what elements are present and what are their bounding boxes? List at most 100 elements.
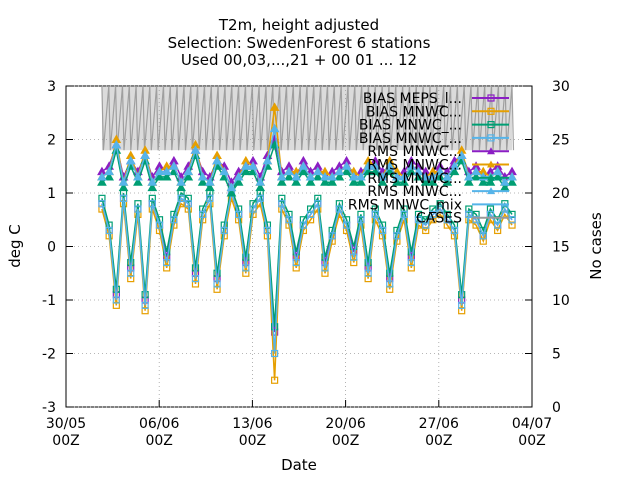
y2-tick-label: 25 [552,133,570,149]
data-point-triangle [428,177,438,186]
data-point-triangle [377,171,388,181]
data-point-triangle [176,177,186,186]
data-point-triangle [262,155,273,165]
data-point-square [299,221,307,229]
data-point-triangle [147,177,158,186]
data-point-triangle [384,166,395,176]
x-tick-label-date: 13/06 [232,416,272,432]
y-tick-label: 1 [47,186,56,202]
data-point-triangle [183,166,194,176]
legend-label: CASES [416,211,462,227]
data-point-square [105,226,113,235]
data-point-triangle [413,171,424,181]
data-point-square [119,194,128,202]
data-point-square [292,248,300,256]
data-point-square [163,248,171,256]
data-point-triangle [255,177,266,186]
x-tick-label-date: 20/06 [325,416,365,432]
data-point-square [386,269,394,277]
data-point-square [242,264,250,272]
data-point-triangle [212,155,222,165]
y-tick-label: -3 [42,400,56,416]
data-point-square [486,205,495,213]
data-point-triangle [392,171,402,181]
cases-series [101,85,515,151]
data-point-triangle [205,182,215,192]
data-point-square [278,200,286,208]
legend-label: RMS MNWC_mix [348,197,462,213]
data-point-triangle [478,177,489,186]
data-point-triangle [161,166,172,176]
data-point-square [213,280,221,288]
legend-marker [487,134,495,142]
data-point-square [443,216,451,224]
x-tick-label-date: 06/06 [139,416,179,432]
data-point-square [350,258,358,267]
data-point-square [256,194,264,202]
data-point-triangle [255,182,266,192]
data-point-square [127,275,135,283]
data-point-square [191,275,200,283]
data-point-square [465,205,473,213]
data-point-triangle [420,177,431,186]
data-point-triangle [384,161,395,170]
series-line [101,190,513,354]
data-point-square [213,285,221,293]
series-7 [97,123,517,192]
data-point-square [163,264,171,272]
data-point-square [321,264,329,272]
legend-label: BIAS MNWC... [366,104,462,120]
y-tick-label: -2 [42,347,56,363]
data-point-square [422,221,430,229]
data-point-square [422,226,430,235]
data-point-square [350,253,358,261]
cases-band [101,86,513,151]
data-point-square [163,258,171,267]
data-point-triangle [161,171,172,181]
series-3 [98,189,516,358]
data-point-square [177,194,185,202]
data-point-triangle [471,166,481,176]
data-point-triangle [298,166,309,176]
data-point-triangle [226,187,237,197]
data-point-square [400,205,408,213]
data-point-square [271,349,279,358]
data-point-square [134,205,142,213]
data-point-square [450,226,459,235]
legend-label: BIAS MNWC_... [359,131,462,147]
data-point-triangle [240,166,251,176]
data-point-triangle [499,177,510,186]
data-point-square [141,307,149,315]
data-point-triangle [118,182,129,192]
legend: BIAS MEPS_l...BIAS MNWC...BIAS MNWC_...B… [348,91,509,227]
data-point-square [278,194,286,202]
data-point-triangle [327,177,338,186]
data-point-triangle [104,171,115,181]
data-point-triangle [284,171,294,181]
data-point-triangle [284,166,294,176]
data-point-square [98,194,106,202]
legend-marker [487,160,495,168]
legend-marker [487,147,495,155]
data-point-triangle [392,177,402,186]
data-point-triangle [363,166,374,176]
data-point-triangle [341,161,352,170]
y2-tick-label: 20 [552,186,570,202]
data-point-square [465,210,473,218]
data-point-square [393,232,401,240]
data-point-triangle [370,166,381,176]
data-point-square [148,194,156,202]
y2-tick-label: 0 [552,400,561,416]
data-point-square [314,194,322,202]
data-point-square [479,232,487,240]
data-point-square [508,221,516,229]
legend-label: BIAS MNWC_... [359,118,462,134]
data-point-square [155,216,164,224]
cases-line [101,85,515,151]
data-point-square [112,296,120,304]
data-point-square [458,307,466,315]
data-point-triangle [442,177,453,186]
legend-marker [487,107,495,115]
data-point-square [242,269,250,277]
data-point-square [98,200,106,208]
